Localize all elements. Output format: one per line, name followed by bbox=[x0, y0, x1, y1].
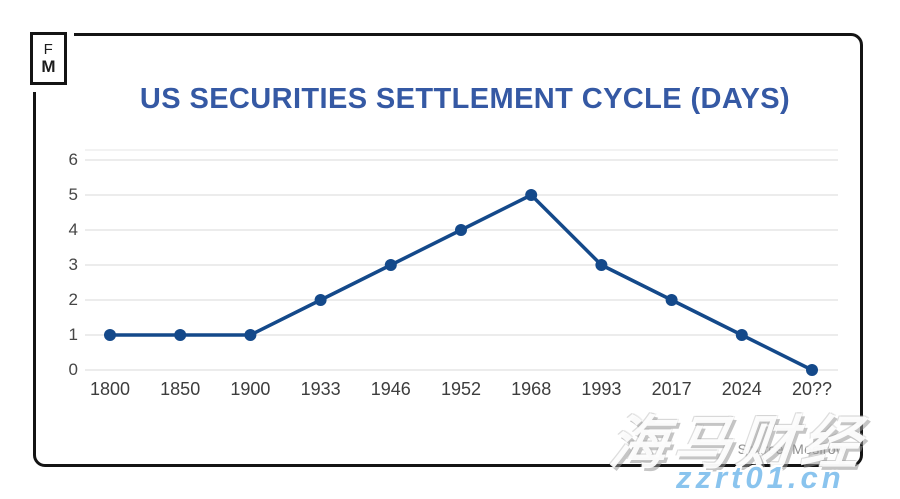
y-tick-label: 1 bbox=[68, 325, 78, 344]
series-line bbox=[110, 193, 813, 372]
data-point bbox=[735, 329, 748, 341]
card-frame bbox=[33, 33, 863, 467]
x-tick-label: 20?? bbox=[791, 379, 833, 399]
line-chart: 0 1 2 3 4 5 6 1800 1850 1900 1933 1946 1952 1968 1993 2… bbox=[50, 148, 850, 410]
y-tick-label: 2 bbox=[68, 290, 78, 309]
x-tick-label: 1946 bbox=[370, 379, 411, 399]
logo-letter-m: M bbox=[41, 57, 56, 76]
y-tick-label: 5 bbox=[68, 185, 78, 204]
chart-title: US SECURITIES SETTLEMENT CYCLE (DAYS) bbox=[139, 83, 791, 115]
data-point bbox=[314, 294, 327, 306]
x-tick-label: 1968 bbox=[511, 379, 552, 399]
x-tick-label: 2017 bbox=[651, 379, 692, 399]
y-tick-label: 3 bbox=[68, 255, 78, 274]
data-point bbox=[595, 259, 608, 271]
x-tick-label: 1933 bbox=[300, 379, 341, 399]
data-point bbox=[806, 364, 818, 376]
y-tick-label: 6 bbox=[68, 150, 78, 169]
source-caption: Source: Mesirow bbox=[737, 441, 847, 457]
x-tick-label: 1900 bbox=[230, 379, 271, 399]
data-point bbox=[104, 329, 116, 341]
x-tick-label: 1952 bbox=[440, 379, 482, 399]
data-point bbox=[174, 329, 187, 341]
data-point bbox=[525, 189, 538, 201]
data-point bbox=[384, 259, 397, 271]
data-point bbox=[665, 294, 678, 306]
logo-letter-f: F bbox=[43, 41, 54, 58]
watermark-url-text: zzrt01.cn bbox=[676, 460, 845, 495]
data-point bbox=[244, 329, 257, 341]
y-tick-label: 0 bbox=[68, 360, 78, 379]
y-tick-label: 4 bbox=[68, 220, 78, 239]
x-tick-label: 1993 bbox=[581, 379, 622, 399]
x-tick-label: 1800 bbox=[89, 379, 131, 399]
chart-svg bbox=[85, 149, 838, 376]
x-tick-label: 1850 bbox=[160, 379, 201, 399]
x-tick-label: 2024 bbox=[721, 379, 762, 399]
fm-logo: F M bbox=[30, 32, 67, 85]
data-point bbox=[455, 224, 467, 236]
